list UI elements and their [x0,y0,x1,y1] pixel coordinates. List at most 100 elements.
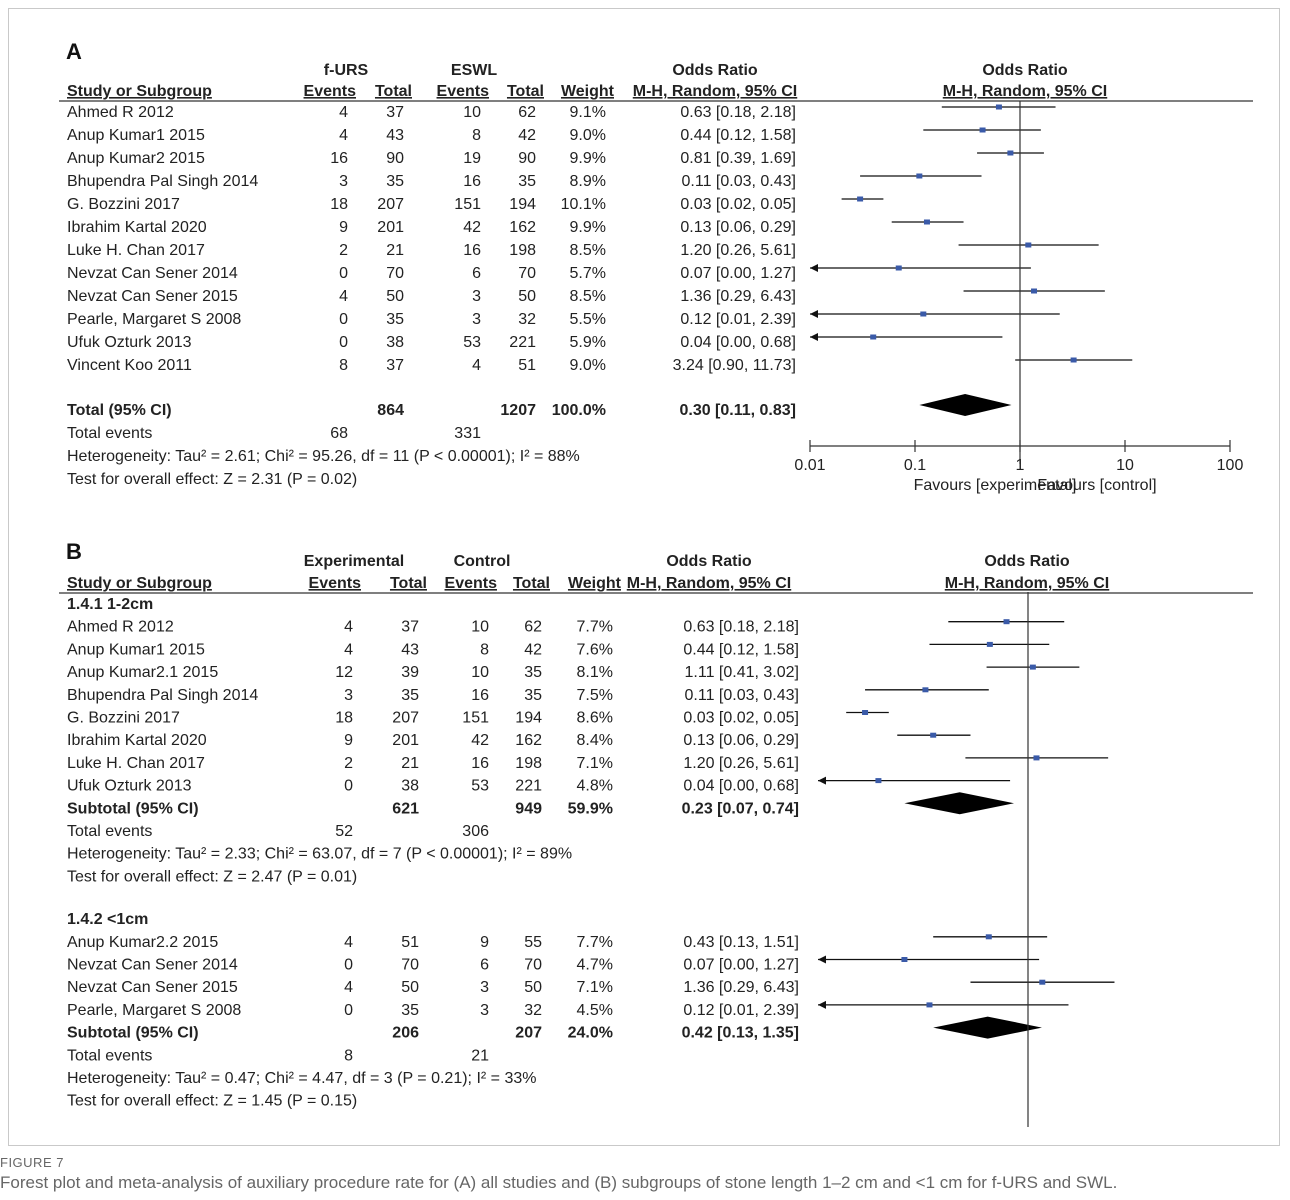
study-total-2: 162 [509,219,536,236]
study-events-2: 10 [463,104,481,121]
x-axis-tick-label: 0.01 [794,457,825,474]
total-weight: 59.9% [568,800,613,817]
study-total-2: 50 [524,979,542,996]
study-or-ci: 0.12 [0.01, 2.39] [683,1002,799,1019]
study-or-ci: 0.43 [0.13, 1.51] [683,934,799,951]
study-total-1: 207 [392,710,419,727]
study-events-2: 16 [463,242,481,259]
study-events-1: 4 [344,979,353,996]
total-weight: 24.0% [568,1025,613,1042]
study-or-ci: 0.63 [0.18, 2.18] [683,619,799,636]
study-weight: 4.7% [577,957,613,974]
study-total-2: 198 [515,755,542,772]
favours-experimental-label: Favours [experimental] [914,477,1077,494]
study-events-1: 18 [330,196,348,213]
study-events-1: 4 [339,127,348,144]
study-name: Nevzat Can Sener 2014 [67,265,238,282]
overall-effect-test: Test for overall effect: Z = 2.31 (P = 0… [67,471,357,488]
study-point [1070,357,1077,363]
x-axis-tick-label: 10 [1116,457,1134,474]
column-header-study: Study or Subgroup [67,575,212,592]
column-header-events-1: Events [304,83,357,100]
study-total-1: 37 [401,619,419,636]
study-name: Ufuk Ozturk 2013 [67,778,192,795]
study-total-1: 38 [386,334,404,351]
column-header-events-2: Events [445,575,498,592]
study-point [995,104,1002,110]
overall-effect-test: Test for overall effect: Z = 2.47 (P = 0… [67,868,357,885]
total-events-1: 8 [344,1047,353,1064]
study-or-ci: 0.11 [0.03, 0.43] [682,173,796,190]
study-total-1: 38 [401,778,419,795]
study-point [1039,979,1046,985]
study-name: Nevzat Can Sener 2015 [67,288,238,305]
study-or-ci: 0.44 [0.12, 1.58] [683,641,799,658]
study-name: Anup Kumar1 2015 [67,127,205,144]
x-axis-tick-label: 0.1 [904,457,926,474]
study-point [1033,755,1040,761]
study-point [862,710,869,715]
study-point [1025,242,1032,248]
total-weight: 100.0% [552,402,606,419]
study-total-1: 35 [386,311,404,328]
study-total-1: 43 [386,127,404,144]
study-events-1: 0 [344,957,353,974]
total-n-1: 621 [392,800,419,817]
study-or-ci: 1.36 [0.29, 6.43] [683,979,799,996]
study-or-ci: 0.04 [0.00, 0.68] [680,334,796,351]
figure-label: FIGURE 7 [0,1155,64,1170]
total-events-label: Total events [67,1047,152,1064]
study-weight: 8.6% [577,710,613,727]
study-total-1: 201 [377,219,404,236]
study-or-ci: 0.13 [0.06, 0.29] [683,732,799,749]
heterogeneity-stats: Heterogeneity: Tau² = 0.47; Chi² = 4.47,… [67,1070,536,1087]
group-header-experimental: Experimental [304,553,404,570]
study-events-1: 4 [344,934,353,951]
study-total-2: 162 [515,732,542,749]
study-or-ci: 1.20 [0.26, 5.61] [683,755,799,772]
column-header-weight: Weight [561,83,615,100]
study-events-2: 10 [471,664,489,681]
plot-header-top: Odds Ratio [982,62,1068,79]
study-events-1: 2 [344,755,353,772]
study-total-2: 62 [524,619,542,636]
total-events-2: 306 [462,823,489,840]
study-weight: 7.6% [577,641,613,658]
study-total-1: 90 [386,150,404,167]
group-header-experimental: f-URS [324,62,369,79]
study-total-2: 62 [518,104,536,121]
overall-effect-test: Test for overall effect: Z = 1.45 (P = 0… [67,1093,357,1110]
study-total-1: 35 [386,173,404,190]
study-point [922,687,929,693]
study-name: Luke H. Chan 2017 [67,242,205,259]
study-total-1: 201 [392,732,419,749]
total-or-ci: 0.23 [0.07, 0.74] [682,800,799,817]
study-name: Anup Kumar2.1 2015 [67,664,218,681]
or-header-top: Odds Ratio [666,553,752,570]
study-events-2: 6 [480,957,489,974]
study-events-1: 0 [339,311,348,328]
study-events-2: 3 [480,979,489,996]
study-total-1: 70 [386,265,404,282]
study-point [920,311,927,317]
study-or-ci: 0.03 [0.02, 0.05] [683,710,799,727]
study-weight: 8.4% [577,732,613,749]
total-events-label: Total events [67,823,152,840]
pooled-diamond [904,792,1015,815]
study-point [923,219,930,225]
study-events-1: 3 [344,687,353,704]
study-name: Bhupendra Pal Singh 2014 [67,687,258,704]
study-total-1: 51 [401,934,419,951]
study-events-1: 0 [344,1002,353,1019]
study-point [901,957,908,962]
pooled-diamond [933,1016,1042,1039]
study-weight: 7.1% [577,755,613,772]
study-total-2: 42 [518,127,536,144]
ci-clip-arrow [818,776,826,785]
study-total-2: 221 [515,778,542,795]
study-events-2: 3 [480,1002,489,1019]
study-events-1: 2 [339,242,348,259]
total-n-2: 949 [515,800,542,817]
study-name: G. Bozzini 2017 [67,196,180,213]
